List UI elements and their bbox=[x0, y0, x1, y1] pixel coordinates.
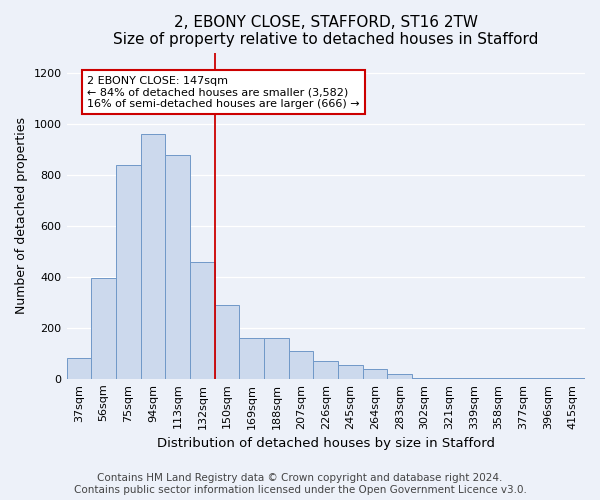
Bar bbox=[289, 351, 313, 379]
Bar bbox=[215, 305, 239, 379]
Bar bbox=[67, 358, 91, 379]
Bar bbox=[116, 165, 140, 379]
Bar bbox=[536, 378, 560, 379]
Text: 2 EBONY CLOSE: 147sqm
← 84% of detached houses are smaller (3,582)
16% of semi-d: 2 EBONY CLOSE: 147sqm ← 84% of detached … bbox=[87, 76, 360, 109]
Bar bbox=[560, 378, 585, 379]
Bar bbox=[264, 338, 289, 379]
Bar bbox=[486, 378, 511, 379]
Bar bbox=[461, 378, 486, 379]
Bar bbox=[91, 278, 116, 379]
Bar bbox=[437, 378, 461, 379]
Bar bbox=[412, 378, 437, 379]
Bar bbox=[239, 338, 264, 379]
Bar bbox=[363, 368, 388, 379]
Text: Contains HM Land Registry data © Crown copyright and database right 2024.
Contai: Contains HM Land Registry data © Crown c… bbox=[74, 474, 526, 495]
Y-axis label: Number of detached properties: Number of detached properties bbox=[15, 118, 28, 314]
Bar bbox=[338, 365, 363, 379]
Title: 2, EBONY CLOSE, STAFFORD, ST16 2TW
Size of property relative to detached houses : 2, EBONY CLOSE, STAFFORD, ST16 2TW Size … bbox=[113, 15, 538, 48]
X-axis label: Distribution of detached houses by size in Stafford: Distribution of detached houses by size … bbox=[157, 437, 495, 450]
Bar bbox=[165, 154, 190, 379]
Bar bbox=[511, 378, 536, 379]
Bar bbox=[140, 134, 165, 379]
Bar bbox=[190, 262, 215, 379]
Bar bbox=[388, 374, 412, 379]
Bar bbox=[313, 361, 338, 379]
